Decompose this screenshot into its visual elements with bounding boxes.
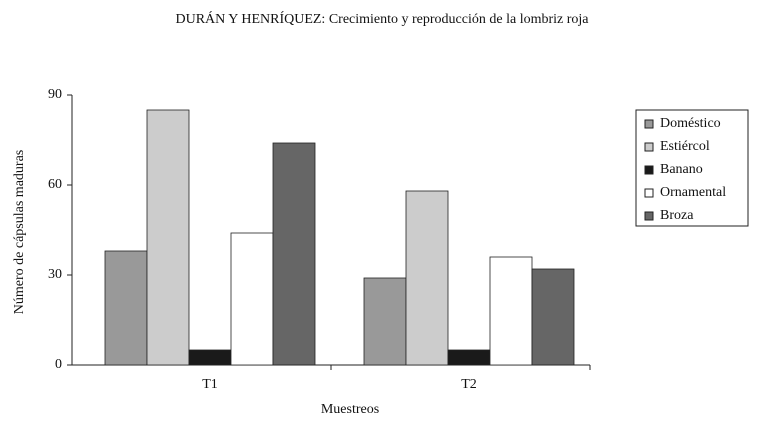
- x-tick-label: T2: [461, 377, 477, 392]
- legend-swatch: [644, 188, 654, 198]
- legend-swatch: [644, 119, 654, 129]
- bar: [405, 190, 449, 366]
- bar: [531, 268, 575, 366]
- legend-label: Broza: [660, 208, 694, 223]
- bar: [447, 349, 491, 366]
- y-axis-label: Número de cápsulas maduras: [12, 150, 27, 314]
- bar: [146, 109, 190, 366]
- legend-swatch: [644, 165, 654, 175]
- legend-label: Ornamental: [660, 185, 726, 200]
- y-tick-label: 60: [48, 177, 62, 192]
- bar: [272, 142, 316, 366]
- legend-label: Banano: [660, 162, 703, 177]
- y-tick-label: 0: [55, 357, 62, 372]
- bar: [188, 349, 232, 366]
- bar: [230, 232, 274, 366]
- x-tick-label: T1: [202, 377, 218, 392]
- y-tick-label: 30: [48, 267, 62, 282]
- legend-label: Estiércol: [660, 139, 710, 154]
- bar: [363, 277, 407, 366]
- bar: [104, 250, 148, 366]
- bar: [489, 256, 533, 366]
- legend-swatch: [644, 211, 654, 221]
- legend-box: [635, 109, 749, 227]
- x-axis-label: Muestreos: [321, 402, 379, 417]
- chart-title: DURÁN Y HENRÍQUEZ: Crecimiento y reprodu…: [175, 10, 589, 27]
- y-tick-label: 90: [48, 87, 62, 102]
- legend-label: Doméstico: [660, 116, 721, 131]
- legend-swatch: [644, 142, 654, 152]
